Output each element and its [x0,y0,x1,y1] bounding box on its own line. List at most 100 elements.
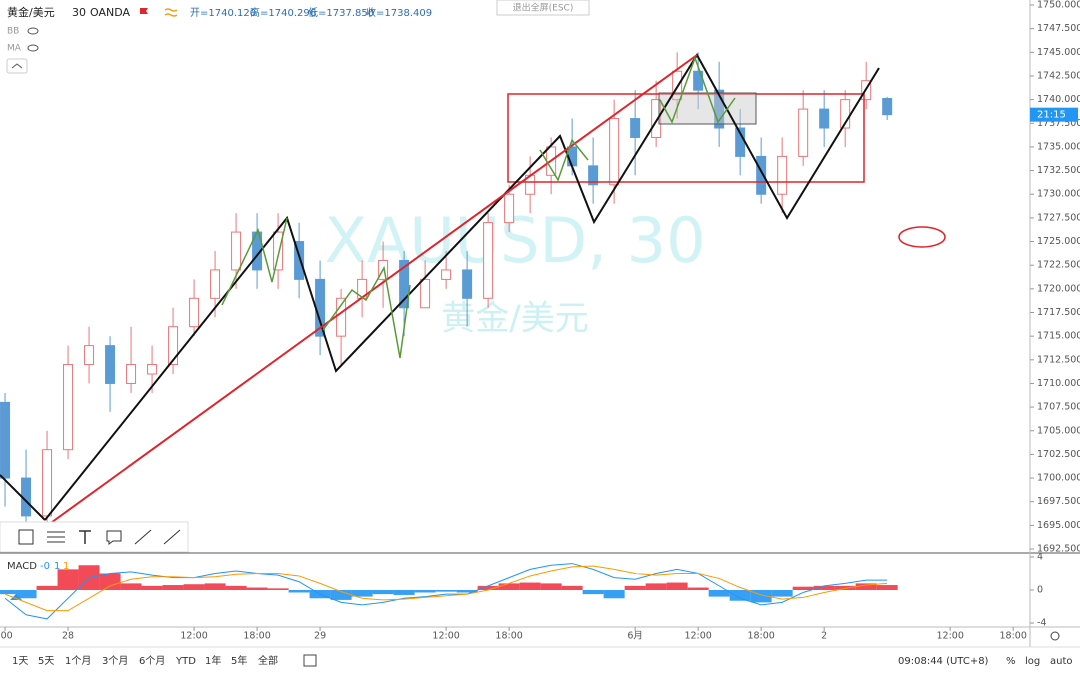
pattern[interactable] [659,55,736,124]
candle-body [105,345,116,384]
y-tick-label: 1695.000 [1037,520,1080,531]
y-tick-label: 1737.500 [1037,118,1080,129]
range-button[interactable]: YTD [175,656,196,667]
fib-tool[interactable] [47,531,65,543]
candle-body [588,165,599,186]
macd-value: 1 [54,561,60,572]
candle-body [168,326,179,366]
candle-body [273,231,284,271]
macd-histogram [792,586,814,590]
eye-icon[interactable] [27,44,39,52]
y-tick-label: 4 [1037,551,1043,562]
candles [0,52,893,535]
candle-body [42,449,53,517]
y-tick-label: 1725.000 [1037,236,1080,247]
rectangle[interactable] [658,92,757,125]
x-tick-label: 6月 [627,631,643,642]
flag-icon[interactable] [140,8,148,14]
candle-body [609,118,620,186]
text-tool[interactable] [79,530,91,544]
macd-histogram [855,583,877,590]
range-button[interactable]: 6个月 [139,655,165,667]
candle-body [231,231,242,271]
exit-fullscreen[interactable] [496,0,590,16]
settings-icon[interactable] [1050,631,1060,641]
candle-body [147,364,158,375]
macd-histogram [435,590,457,592]
range-button[interactable]: 1年 [205,654,221,667]
percent-toggle[interactable]: % [1006,656,1016,667]
y-tick-label: 1700.000 [1037,473,1080,484]
auto-toggle[interactable]: auto [1050,656,1073,667]
countdown: 21:15 [1037,110,1066,121]
ray-tool[interactable] [134,529,152,545]
range-button[interactable]: 5天 [38,656,54,667]
indicator-ma[interactable]: MA [7,44,22,54]
macd-histogram [813,585,835,590]
candle-body [0,401,11,479]
x-tick-label: 18:00 [1000,631,1027,642]
macd-histogram [330,590,352,600]
price-box [1030,107,1078,122]
range-button[interactable]: 5年 [231,654,247,667]
y-tick-label: 1702.500 [1037,449,1080,460]
macd-histogram [36,585,58,590]
range-button[interactable]: 3个月 [102,655,128,667]
range-button[interactable]: 1天 [12,656,28,667]
indicator-bb[interactable]: BB [7,27,19,37]
compare-icon[interactable] [164,8,178,17]
y-tick-label: 1745.000 [1037,47,1080,58]
macd-line [4,565,888,612]
rectangle[interactable] [507,93,865,183]
eye-icon[interactable] [27,27,39,35]
ohlc-low: 低=1737.850 [308,6,374,19]
pattern[interactable] [322,265,411,359]
macd-value: 1 [63,561,69,572]
macd-histogram [0,590,16,595]
exchange: OANDA [90,6,130,19]
watermark-name: 黄金/美元 [441,299,588,339]
trend-line[interactable] [47,54,698,526]
macd-histogram [771,590,793,597]
log-toggle[interactable]: log [1025,656,1040,667]
date-picker[interactable] [303,654,317,667]
x-tick-label: 28 [62,631,74,642]
candle-body [189,297,200,328]
y-tick-label: 1727.500 [1037,212,1080,223]
candle-body [630,118,641,138]
collapse-button[interactable] [6,58,28,74]
exit-fullscreen-label: 退出全屏(ESC) [513,2,574,14]
callout-tool[interactable] [106,530,122,545]
y-tick-label: 1710.000 [1037,378,1080,389]
range-button[interactable]: 1个月 [65,655,91,667]
pattern[interactable] [539,138,589,182]
y-tick-label: 1712.500 [1037,354,1080,365]
ohlc-open: 开=1740.120 [190,8,256,19]
candle-body [483,222,494,299]
y-tick-label: 1707.500 [1037,402,1080,413]
drawing-toolbar [0,521,189,553]
zigzag[interactable] [0,474,46,521]
x-tick-label: 12:00 [180,631,207,642]
candle-body [714,89,725,129]
rect-tool[interactable] [18,529,34,545]
macd-histogram [729,590,751,601]
macd-histogram [351,590,373,597]
y-tick-label: 1730.000 [1037,189,1080,200]
drawings [0,53,946,526]
macd-histogram [162,585,184,590]
macd-histogram [498,583,520,590]
macd-histogram [687,587,709,590]
line-tool[interactable] [163,529,181,545]
candle-body [441,269,452,280]
macd-histogram [540,583,562,590]
pattern[interactable] [221,217,288,306]
x-tick-label: 18:00 [243,631,270,642]
x-tick-label: 2 [821,631,827,642]
zigzag[interactable] [44,53,880,521]
macd-histogram [561,585,583,590]
x-tick-label: 12:00 [936,631,963,642]
ellipse[interactable] [898,226,946,248]
range-button[interactable]: 全部 [258,654,278,667]
